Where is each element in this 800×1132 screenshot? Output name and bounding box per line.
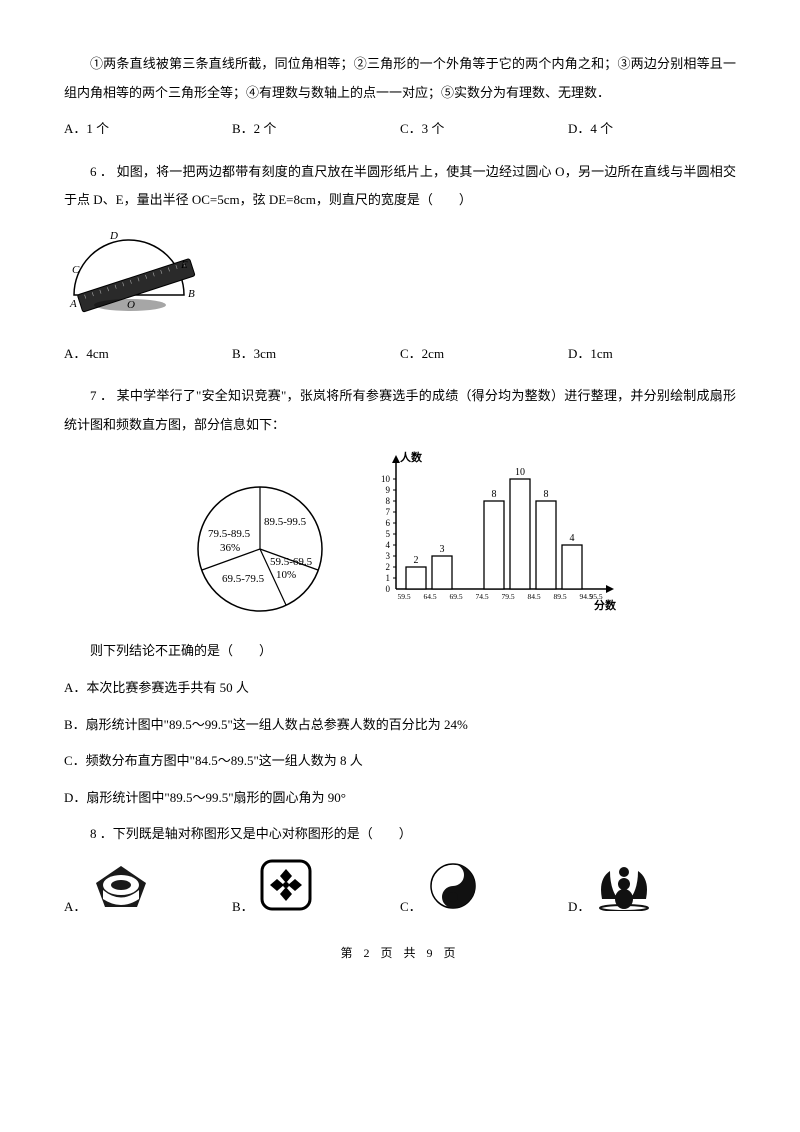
svg-text:64.5: 64.5 xyxy=(423,592,436,601)
q7-option-b: B．扇形统计图中"89.5～99.5"这一组人数占总参赛人数的百分比为 24% xyxy=(64,711,736,740)
q5-options: A．1 个 B．2 个 C．3 个 D．4 个 xyxy=(64,115,736,144)
q6-option-c: C．2cm xyxy=(400,340,568,369)
svg-text:3: 3 xyxy=(386,551,391,561)
q7-text: 7 ． 某中学举行了"安全知识竞赛"，张岚将所有参赛选手的成绩（得分均为整数）进… xyxy=(64,382,736,439)
q6-figure: D C E A O B xyxy=(64,225,736,326)
q7-option-a: A．本次比赛参赛选手共有 50 人 xyxy=(64,674,736,703)
svg-text:O: O xyxy=(127,299,135,311)
svg-text:B: B xyxy=(188,288,195,300)
svg-text:36%: 36% xyxy=(220,542,240,554)
svg-text:89.5-99.5: 89.5-99.5 xyxy=(264,516,307,528)
svg-text:D: D xyxy=(109,230,118,242)
svg-text:A: A xyxy=(69,298,77,310)
q8-option-a: A． xyxy=(64,863,232,922)
svg-text:10: 10 xyxy=(515,467,525,478)
q6-option-a: A．4cm xyxy=(64,340,232,369)
svg-text:59.5-69.5: 59.5-69.5 xyxy=(270,556,313,568)
q5-statements: ①两条直线被第三条直线所截，同位角相等；②三角形的一个外角等于它的两个内角之和；… xyxy=(64,50,736,107)
svg-text:3: 3 xyxy=(440,544,445,555)
svg-text:10: 10 xyxy=(381,474,391,484)
svg-text:4: 4 xyxy=(386,540,391,550)
q8-icon-b xyxy=(260,859,312,922)
q6-option-d: D．1cm xyxy=(568,340,736,369)
q7-subtext: 则下列结论不正确的是（ ） xyxy=(64,637,736,666)
q5-option-b: B．2 个 xyxy=(232,115,400,144)
q8-icon-c xyxy=(428,861,478,922)
page-footer: 第 2 页 共 9 页 xyxy=(64,940,736,966)
svg-text:8: 8 xyxy=(492,489,497,500)
q8-option-b: B． xyxy=(232,859,400,922)
svg-text:79.5-89.5: 79.5-89.5 xyxy=(208,528,251,540)
q8-icon-d xyxy=(596,859,652,922)
svg-text:0: 0 xyxy=(386,584,391,594)
q8-option-d: D． xyxy=(568,859,736,922)
q6-options: A．4cm B．3cm C．2cm D．1cm xyxy=(64,340,736,369)
svg-text:59.5: 59.5 xyxy=(397,592,410,601)
q8-text: 8 ．下列既是轴对称图形又是中心对称图形的是（ ） xyxy=(64,820,736,849)
svg-text:79.5: 79.5 xyxy=(501,592,514,601)
histogram: 人数分数123456789100238108459.564.569.574.57… xyxy=(360,449,620,619)
svg-text:10%: 10% xyxy=(276,569,296,581)
svg-text:1: 1 xyxy=(386,573,391,583)
svg-text:E: E xyxy=(180,259,188,271)
svg-text:69.5: 69.5 xyxy=(449,592,462,601)
svg-text:5: 5 xyxy=(386,529,391,539)
svg-text:69.5-79.5: 69.5-79.5 xyxy=(222,573,265,585)
q6-text: 6 ． 如图，将一把两边都带有刻度的直尺放在半圆形纸片上，使其一边经过圆心 O，… xyxy=(64,158,736,215)
q8-option-c: C． xyxy=(400,861,568,922)
q5-option-d: D．4 个 xyxy=(568,115,736,144)
q5-option-c: C．3 个 xyxy=(400,115,568,144)
q8-options: A． B． xyxy=(64,859,736,922)
svg-text:89.5: 89.5 xyxy=(553,592,566,601)
svg-text:74.5: 74.5 xyxy=(475,592,488,601)
svg-text:人数: 人数 xyxy=(400,450,423,464)
svg-text:8: 8 xyxy=(544,489,549,500)
q8-icon-a xyxy=(92,863,150,922)
q5-option-a: A．1 个 xyxy=(64,115,232,144)
q6-option-b: B．3cm xyxy=(232,340,400,369)
svg-text:2: 2 xyxy=(386,562,391,572)
svg-text:2: 2 xyxy=(414,555,419,566)
q7-option-c: C．频数分布直方图中"84.5～89.5"这一组人数为 8 人 xyxy=(64,747,736,776)
svg-text:95.5: 95.5 xyxy=(589,592,602,601)
svg-text:84.5: 84.5 xyxy=(527,592,540,601)
pie-chart: 89.5-99.5 79.5-89.5 36% 59.5-69.5 10% 69… xyxy=(180,469,340,619)
svg-text:7: 7 xyxy=(386,507,391,517)
svg-text:8: 8 xyxy=(386,496,391,506)
svg-text:C: C xyxy=(72,264,80,276)
svg-text:6: 6 xyxy=(386,518,391,528)
q7-option-d: D．扇形统计图中"89.5～99.5"扇形的圆心角为 90° xyxy=(64,784,736,813)
svg-text:4: 4 xyxy=(570,533,575,544)
svg-text:9: 9 xyxy=(386,485,391,495)
